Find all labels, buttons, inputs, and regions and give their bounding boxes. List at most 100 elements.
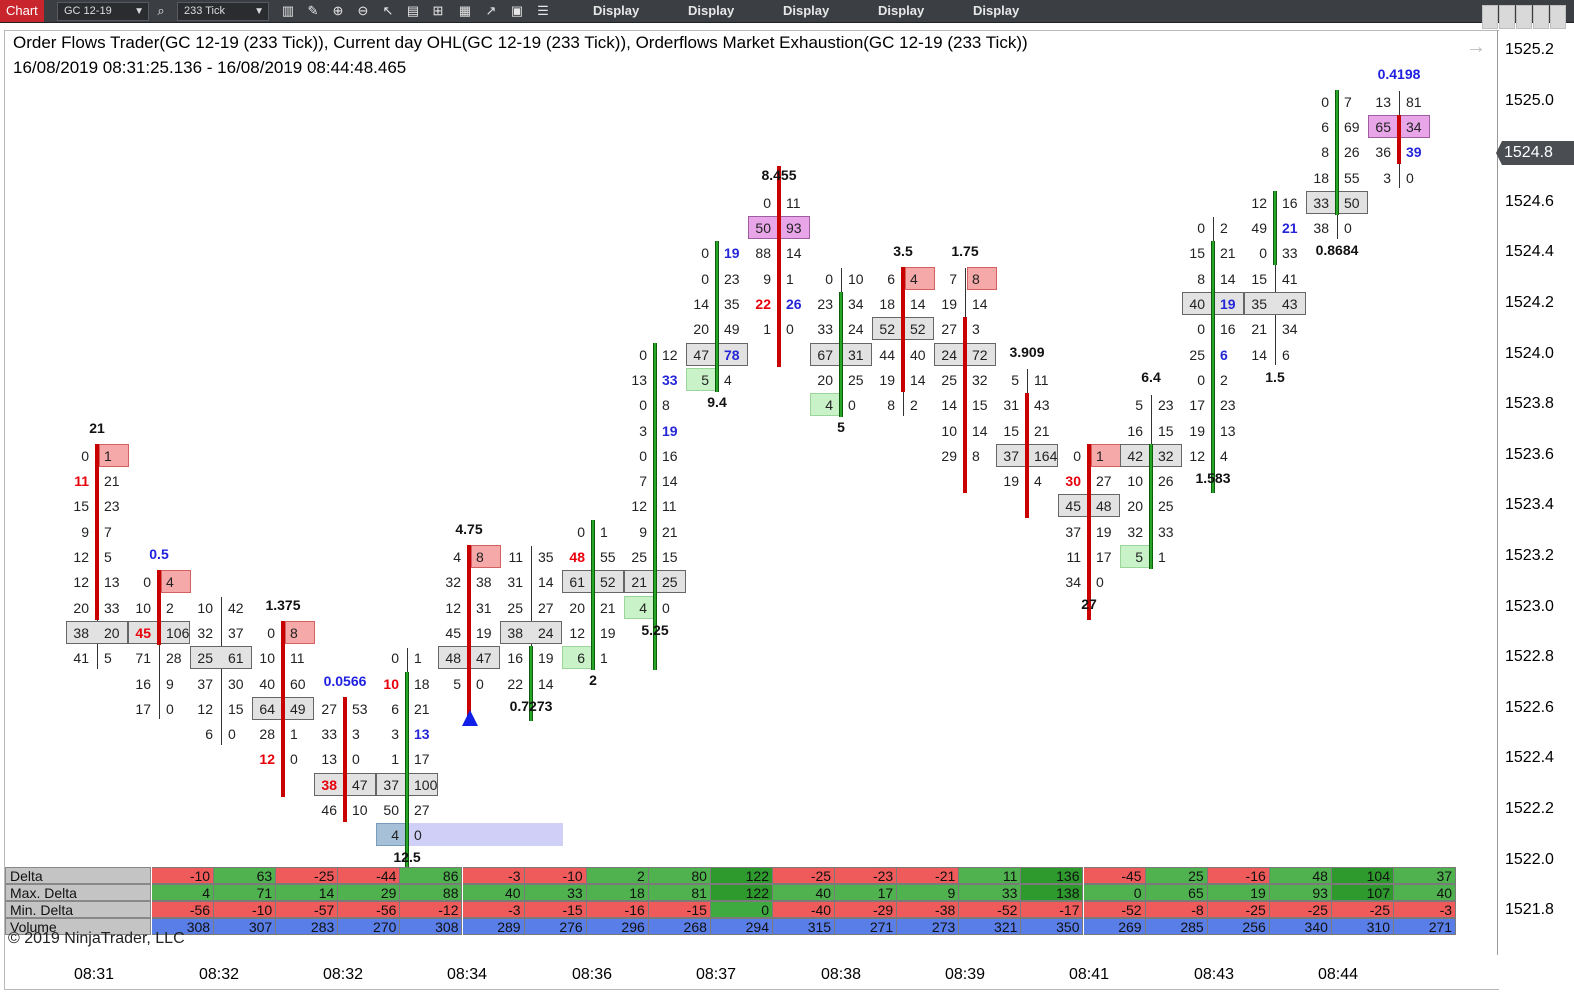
bid-volume: 15 [1003,422,1019,439]
stats-cell: 11 [959,867,1022,884]
candle-body [1211,241,1215,494]
pointer-icon[interactable]: ↖ [382,3,394,18]
maximize-window-icon[interactable] [1533,5,1549,29]
stats-cell: 289 [462,918,525,935]
ask-volume: 6 [1220,346,1228,363]
ask-volume: 11 [290,650,305,667]
restore-window-icon[interactable] [1516,5,1532,29]
ask-volume: 35 [724,296,740,312]
bar-ratio-label: 3.909 [1009,343,1045,360]
instrument-selector[interactable]: GC 12-19 ▼ [57,2,149,21]
stats-cell: 321 [959,918,1022,935]
arrow-right-icon[interactable]: → [1466,36,1486,58]
bid-volume: 0 [81,447,89,464]
ask-volume: 19 [1096,523,1112,540]
ask-volume: 1 [414,650,422,667]
bid-volume: 0 [639,346,647,363]
interval-selector[interactable]: 233 Tick ▼ [177,2,269,21]
ask-volume: 4 [166,574,174,591]
bar-style-icon[interactable]: ▥ [281,3,295,18]
ask-volume: 14 [538,675,554,692]
search-icon[interactable]: ⌕ [157,3,165,18]
bid-volume: 6 [577,650,585,667]
bid-volume: 0 [701,270,709,287]
pencil-icon[interactable]: ✎ [307,3,319,18]
ask-volume: 21 [104,473,120,490]
bar-ratio-label: 27 [1081,596,1097,613]
chart-panel[interactable] [4,30,1499,990]
bid-volume: 8 [1197,270,1205,287]
bid-volume: 16 [135,675,151,692]
stats-cell: -3 [462,901,525,918]
indicators-icon[interactable]: ▦ [458,3,472,18]
ask-volume: 0 [1406,169,1414,186]
bid-volume: 19 [879,371,895,388]
bid-volume: 8 [1321,144,1329,161]
ask-volume: 2 [1220,371,1228,388]
zoom-in-icon[interactable]: ⊕ [332,3,344,18]
ask-volume: 19 [724,245,740,262]
time-axis-label: 08:38 [821,966,862,983]
display-button-2[interactable]: Display [688,3,735,18]
bar-ratio-label: 9.4 [707,393,727,410]
bid-volume: 35 [1251,296,1267,312]
display-button-4[interactable]: Display [878,3,925,18]
ask-volume: 27 [1096,473,1112,490]
bid-volume: 12 [1189,447,1205,464]
bid-volume: 19 [941,296,957,312]
stats-cell: 340 [1269,918,1332,935]
bid-volume: 0 [639,397,647,414]
ask-volume: 0 [476,675,484,692]
ask-volume: 9 [166,675,174,692]
templates-icon[interactable]: ▣ [510,3,524,18]
close-window-icon[interactable] [1550,5,1566,29]
strategy-icon[interactable]: ↗ [485,3,497,18]
bid-volume: 10 [1127,473,1143,490]
ask-volume: 14 [910,371,926,388]
stats-cell: -45 [1083,867,1146,884]
display-button-3[interactable]: Display [783,3,830,18]
stats-row-volume: Volume 308 307 283 270 308 289 276 296 268 294 315 2… [5,918,1457,935]
bid-volume: 17 [135,700,151,717]
bid-volume: 88 [755,245,771,262]
stats-row-label: Min. Delta [5,901,151,918]
ask-volume: 32 [972,371,988,388]
zoom-out-icon[interactable]: ⊖ [357,3,369,18]
stats-cell: -40 [773,901,836,918]
data-box-icon[interactable]: ⊞ [432,3,444,18]
bid-volume: 5 [1135,549,1143,565]
bid-volume: 37 [383,776,399,793]
ask-volume: 0 [662,599,670,616]
tile-window-icon[interactable] [1482,5,1498,29]
bid-volume: 38 [321,776,337,793]
list-icon[interactable]: ☰ [537,3,549,18]
bid-volume: 50 [383,802,399,818]
stats-cell: -44 [338,867,401,884]
ask-volume: 14 [786,245,802,262]
display-button-1[interactable]: Display [593,3,640,18]
stats-cell: -56 [338,901,401,918]
stats-cell: 138 [1021,884,1084,901]
properties-icon[interactable]: ▤ [406,3,420,18]
stats-cell: 40 [462,884,525,901]
time-axis-label: 08:36 [572,966,613,983]
ask-volume: 7 [1344,93,1352,110]
ask-volume: 31 [476,599,492,616]
chart-tab[interactable]: Chart [0,0,44,22]
bar-ratio-label: 1.583 [1195,469,1231,486]
display-button-5[interactable]: Display [973,3,1020,18]
bid-volume: 10 [383,675,399,692]
stats-cell: 19 [1207,884,1270,901]
ask-volume: 11 [662,498,677,515]
price-axis[interactable] [1497,30,1574,955]
price-axis-label: 1522.6 [1505,698,1554,716]
bid-volume: 6 [205,726,213,743]
minimize-window-icon[interactable] [1499,5,1515,29]
bid-volume: 11 [508,549,523,565]
bid-volume: 38 [1313,220,1329,237]
stats-cell: 276 [524,918,587,935]
stats-cell: -29 [835,901,898,918]
bid-volume: 7 [639,473,647,490]
bid-volume: 42 [1127,447,1143,464]
bid-volume: 5 [1135,397,1143,414]
